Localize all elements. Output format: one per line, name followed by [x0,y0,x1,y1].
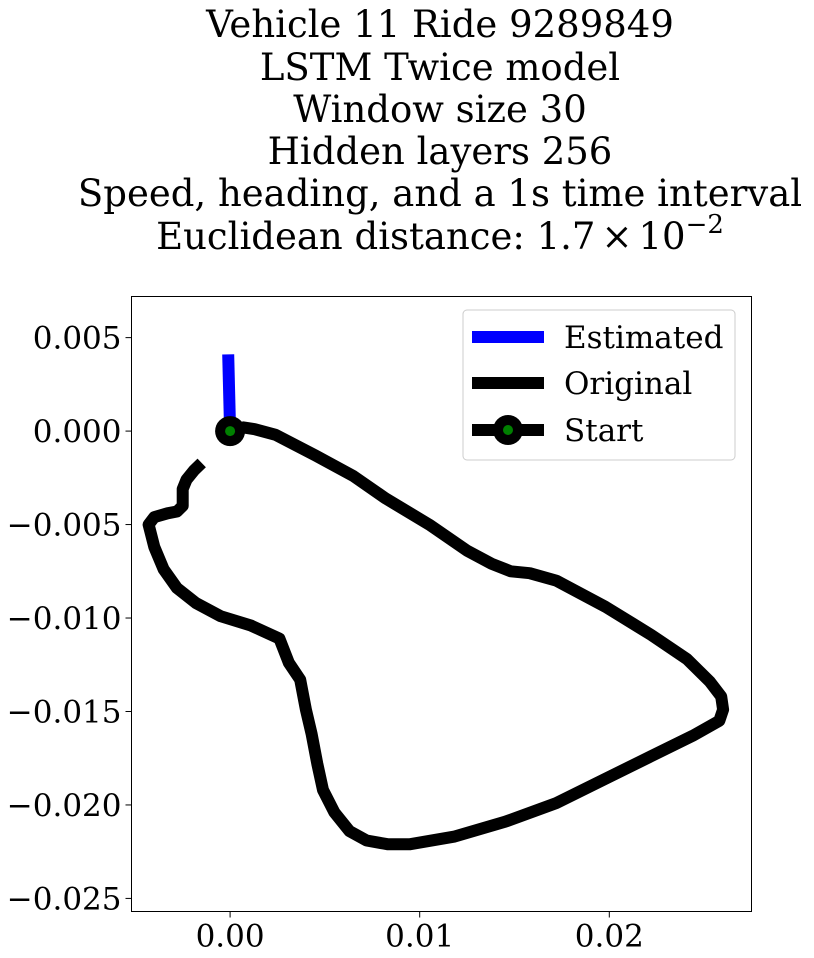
x-tick-label: 0.00 [196,919,265,955]
y-axis: 0.005 0.000 −0.005 −0.010 −0.015 −0.020 −0.025 [7,321,132,917]
legend-label-original: Original [564,366,692,402]
series-layer [142,354,730,851]
chart-title: Vehicle 11 Ride 9289849 LSTM Twice model… [78,3,802,258]
title-times-symbol: × [601,215,632,258]
title-line-3: Window size 30 [293,88,587,131]
legend-label-start: Start [564,413,644,449]
title-line-4: Hidden layers 256 [268,130,613,173]
title-distance-prefix: Euclidean distance: 1.7 [156,215,595,258]
y-tick-label: 0.005 [33,321,122,357]
y-tick-label: −0.015 [7,694,122,730]
title-line-2: LSTM Twice model [260,46,620,89]
start-marker-center [225,426,236,437]
y-tick-label: −0.025 [7,881,122,917]
series-line-original [142,421,730,851]
y-tick-label: 0.000 [33,414,122,450]
legend-marker-start-center [503,425,513,435]
title-line-1: Vehicle 11 Ride 9289849 [205,3,674,46]
title-line-5: Speed, heading, and a 1s time interval [78,172,802,215]
y-tick-label: −0.010 [7,601,122,637]
legend-label-estimated: Estimated [564,320,723,356]
y-tick-label: −0.020 [7,788,122,824]
legend: Estimated Original Start [462,309,736,461]
title-line-6: Euclidean distance: 1.7 × 10−2 [156,210,724,258]
x-tick-label: 0.01 [385,919,454,955]
x-axis: 0.00 0.01 0.02 [196,911,644,955]
x-tick-label: 0.02 [575,919,644,955]
y-tick-label: −0.005 [7,508,122,544]
title-exponent-base: 10 [639,215,686,258]
legend-box [462,309,736,461]
title-exponent: −2 [686,210,724,240]
